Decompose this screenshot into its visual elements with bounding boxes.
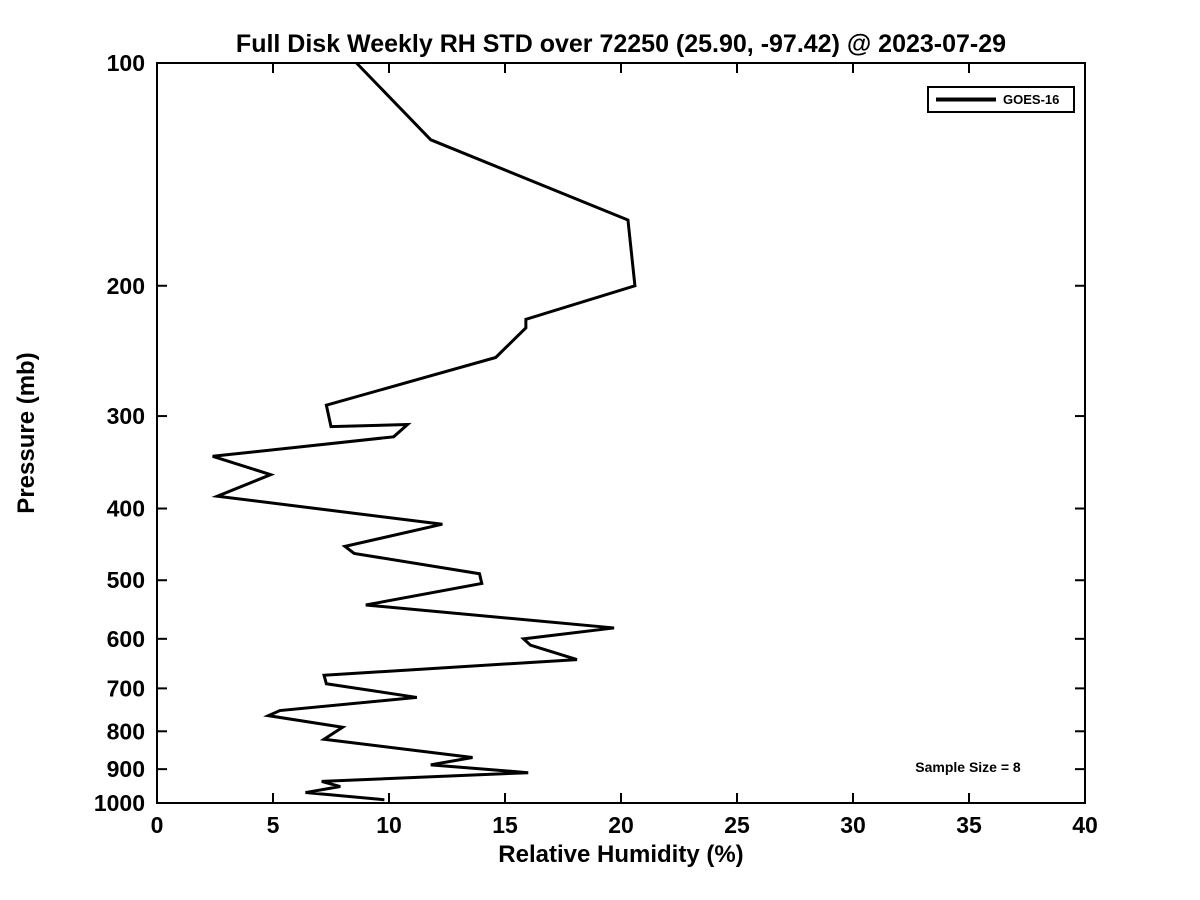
y-tick-label: 200 <box>107 273 145 299</box>
y-tick-label: 500 <box>107 567 145 593</box>
y-tick-label: 100 <box>107 50 145 76</box>
plot-background <box>157 63 1085 803</box>
y-axis-label: Pressure (mb) <box>13 352 40 513</box>
data-series-goes-16[interactable] <box>211 61 637 802</box>
x-axis-label: Relative Humidity (%) <box>498 841 743 868</box>
page-title: Full Disk Weekly RH STD over 72250 (25.9… <box>236 30 1006 58</box>
legend-label-goes-16: GOES-16 <box>1003 92 1059 107</box>
x-tick-label: 40 <box>1072 812 1098 838</box>
y-axis-ticks: 100 200 300 400 500 600 700 800 900 1000 <box>94 50 1085 816</box>
y-tick-label: 900 <box>107 756 145 782</box>
x-axis-ticks: 0 5 10 15 20 25 30 35 40 <box>151 63 1098 838</box>
legend[interactable]: GOES-16 <box>927 86 1075 113</box>
x-tick-label: 30 <box>840 812 866 838</box>
x-tick-label: 20 <box>608 812 634 838</box>
x-tick-label: 0 <box>151 812 164 838</box>
plot-area[interactable]: 100 200 300 400 500 600 700 800 900 1000 0 5 10 15 20… <box>94 50 1098 838</box>
x-tick-label: 10 <box>376 812 402 838</box>
sample-size-annotation: Sample Size = 8 <box>915 759 1021 775</box>
x-tick-label: 25 <box>724 812 750 838</box>
y-tick-label: 300 <box>107 403 145 429</box>
y-tick-label: 400 <box>107 496 145 522</box>
x-tick-label: 5 <box>267 812 280 838</box>
plot-frame <box>156 62 1086 804</box>
y-tick-label: 1000 <box>94 790 145 816</box>
y-tick-label: 800 <box>107 718 145 744</box>
x-tick-label: 35 <box>956 812 982 838</box>
x-tick-label: 15 <box>492 812 518 838</box>
y-tick-label: 600 <box>107 626 145 652</box>
y-tick-label: 700 <box>107 675 145 701</box>
